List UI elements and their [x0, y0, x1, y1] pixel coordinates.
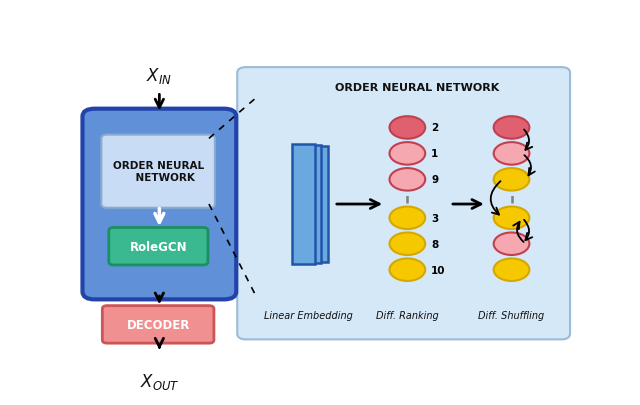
Text: $X_{IN}$: $X_{IN}$ [147, 66, 172, 86]
FancyBboxPatch shape [237, 68, 570, 339]
Circle shape [390, 117, 425, 139]
Circle shape [390, 259, 425, 281]
Circle shape [493, 143, 529, 165]
Text: 2: 2 [431, 123, 438, 133]
FancyBboxPatch shape [83, 109, 236, 300]
FancyBboxPatch shape [298, 146, 321, 263]
Circle shape [390, 233, 425, 256]
Text: 10: 10 [431, 265, 445, 275]
FancyBboxPatch shape [305, 147, 328, 262]
Text: Diff. Shuffling: Diff. Shuffling [478, 310, 545, 320]
Circle shape [390, 207, 425, 230]
FancyBboxPatch shape [102, 306, 214, 343]
Text: 9: 9 [431, 175, 438, 185]
Circle shape [493, 207, 529, 230]
Text: DECODER: DECODER [127, 318, 190, 331]
Text: $X_{OUT}$: $X_{OUT}$ [140, 371, 179, 391]
FancyBboxPatch shape [292, 145, 315, 264]
Circle shape [493, 117, 529, 139]
Circle shape [493, 233, 529, 256]
Text: 3: 3 [431, 213, 438, 223]
FancyBboxPatch shape [101, 135, 215, 208]
Circle shape [493, 168, 529, 191]
Text: Linear Embedding: Linear Embedding [264, 310, 353, 320]
Text: Diff. Ranking: Diff. Ranking [376, 310, 439, 320]
Circle shape [493, 259, 529, 281]
Text: ORDER NEURAL
    NETWORK: ORDER NEURAL NETWORK [113, 161, 204, 183]
Text: RoleGCN: RoleGCN [129, 240, 187, 253]
FancyBboxPatch shape [109, 228, 208, 265]
Text: ORDER NEURAL NETWORK: ORDER NEURAL NETWORK [335, 83, 500, 93]
Text: 8: 8 [431, 239, 438, 249]
Text: 1: 1 [431, 149, 438, 159]
Circle shape [390, 168, 425, 191]
Circle shape [390, 143, 425, 165]
